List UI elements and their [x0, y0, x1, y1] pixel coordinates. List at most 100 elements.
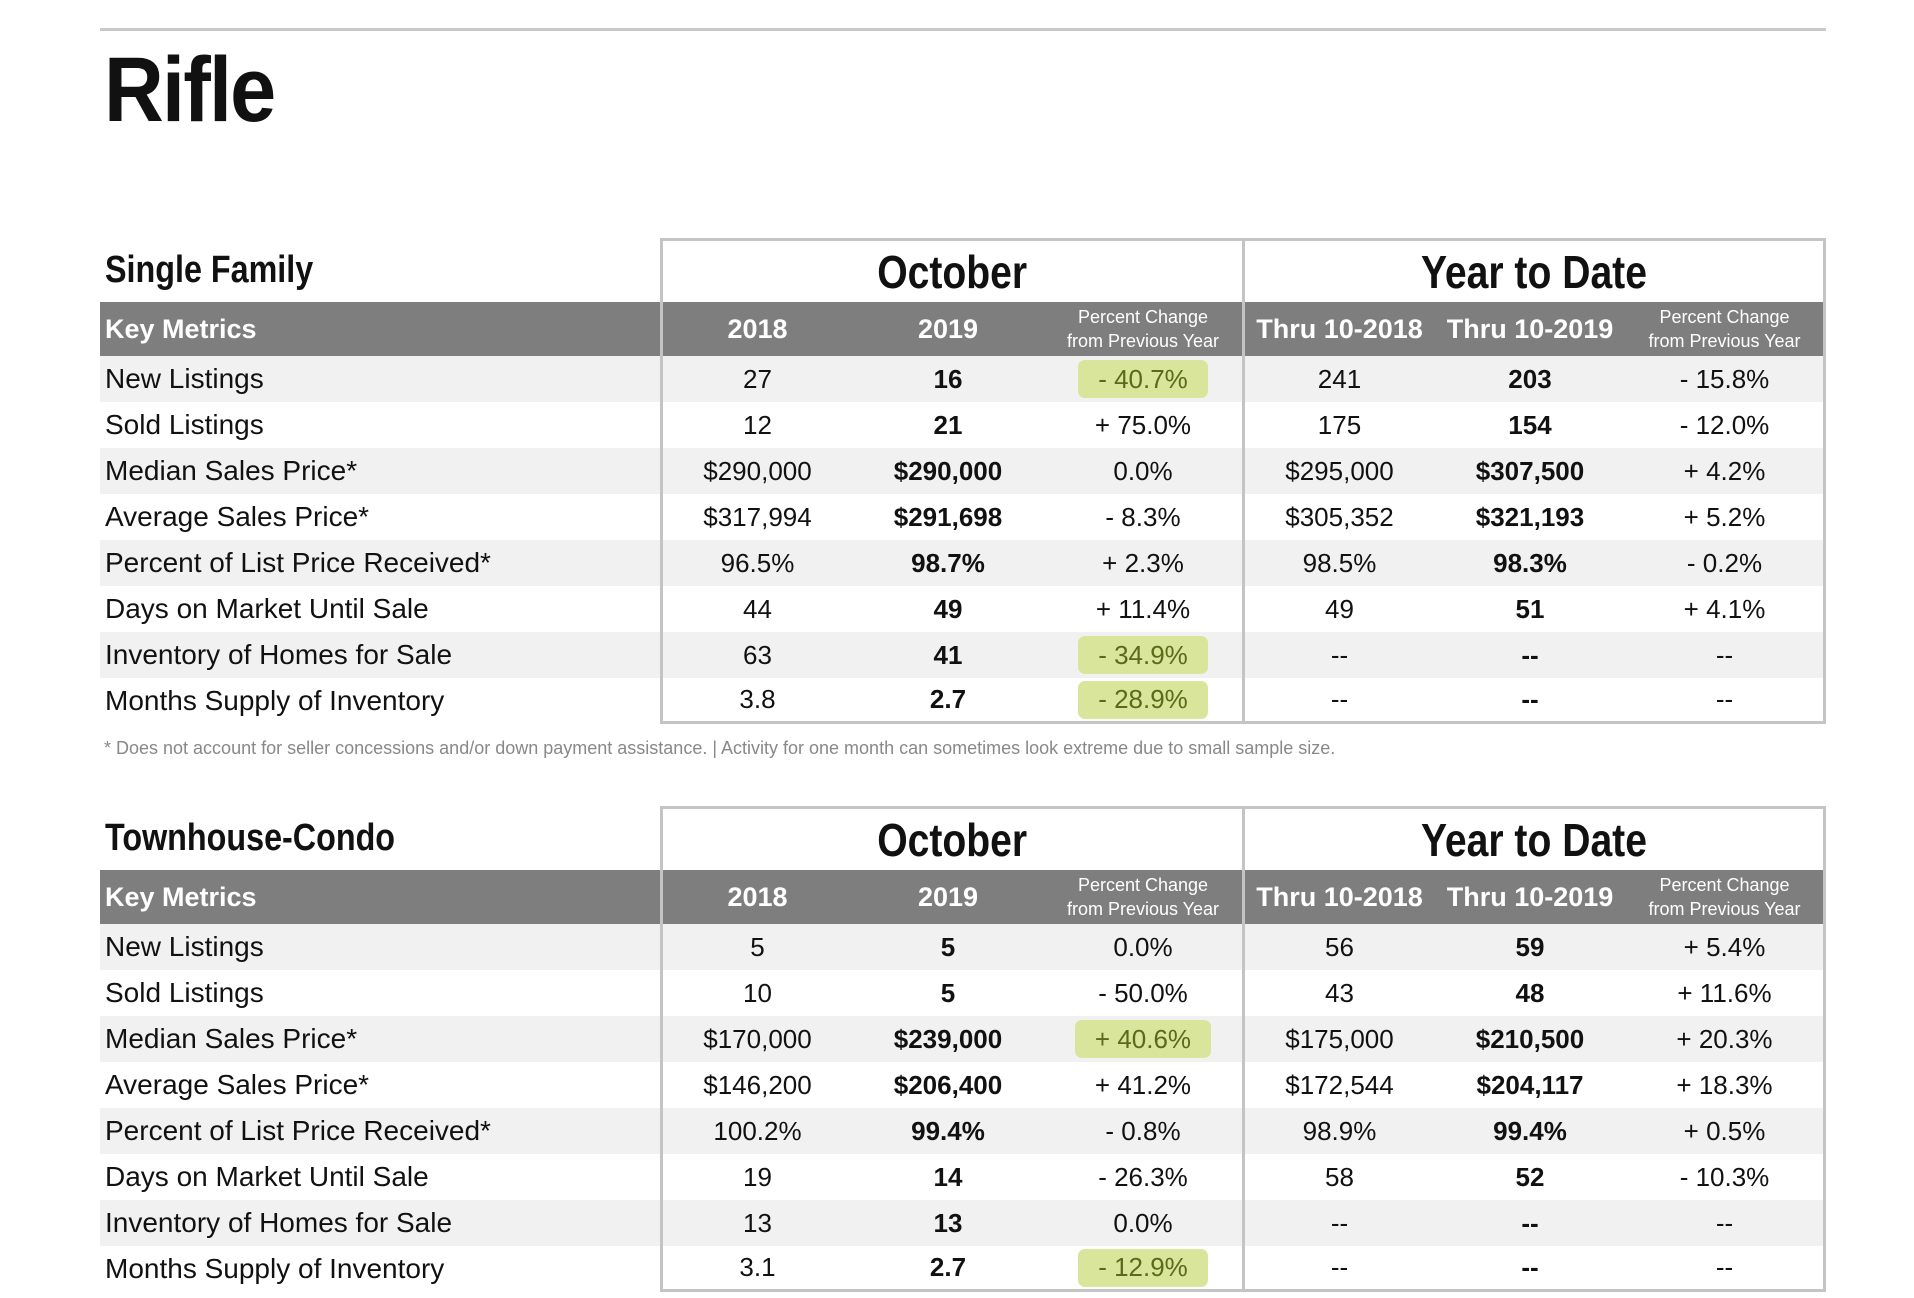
table-cell: 175 — [1242, 402, 1434, 448]
col-header-ytd-percent-change: Percent Change from Previous Year — [1626, 302, 1826, 356]
table-cell: 21 — [933, 409, 963, 440]
table-cell: 19 — [660, 1154, 852, 1200]
metric-label: Months Supply of Inventory — [105, 1253, 445, 1284]
highlighted-change: + 40.6% — [1074, 1020, 1212, 1058]
table-cell: -- — [1242, 1200, 1434, 1246]
table-cell: 2.7 — [852, 1246, 1044, 1292]
table-cell: - 15.8% — [1626, 356, 1826, 402]
single-family-section: Single Family October Year to Date Key M… — [100, 238, 1826, 724]
col-header-2018: 2018 — [660, 870, 852, 924]
metric-label: Median Sales Price* — [100, 448, 660, 494]
table-cell: - 0.8% — [1044, 1108, 1242, 1154]
metric-label: New Listings — [100, 924, 660, 970]
table-cell: 0.0% — [1044, 448, 1242, 494]
table-cell: -- — [1242, 678, 1434, 724]
table-cell: 58 — [1242, 1154, 1434, 1200]
metric-label: Percent of List Price Received* — [100, 1108, 660, 1154]
table-cell: 5 — [852, 924, 1044, 970]
table-cell: 99.4% — [1434, 1108, 1626, 1154]
table-cell: $175,000 — [1242, 1016, 1434, 1062]
section-title: Townhouse-Condo — [105, 816, 396, 859]
table-cell: 100.2% — [660, 1108, 852, 1154]
table-cell: 59 — [1434, 924, 1626, 970]
table-cell: 49 — [1242, 586, 1434, 632]
metric-label: Days on Market Until Sale — [105, 593, 429, 624]
table-cell: 14 — [933, 1161, 963, 1192]
table-cell: $239,000 — [852, 1016, 1044, 1062]
table-cell: -- — [1626, 678, 1826, 724]
table-cell: - 12.0% — [1626, 402, 1826, 448]
table-cell: + 11.4% — [1095, 593, 1191, 624]
table-cell: 12 — [660, 402, 852, 448]
table-cell: + 0.5% — [1626, 1108, 1826, 1154]
table-cell: 241 — [1242, 356, 1434, 402]
table-cell: $172,544 — [1242, 1062, 1434, 1108]
table-cell: - 40.7% — [1044, 356, 1242, 402]
table-cell: $305,352 — [1242, 494, 1434, 540]
table-cell: + 4.1% — [1626, 586, 1826, 632]
col-header-percent-change: Percent Change from Previous Year — [1044, 302, 1242, 356]
table-cell: -- — [1626, 1246, 1826, 1292]
col-header-ytd-percent-change: Percent Change from Previous Year — [1626, 870, 1826, 924]
highlighted-change: - 40.7% — [1078, 360, 1208, 398]
table-cell: 49 — [933, 593, 963, 624]
metric-label: Inventory of Homes for Sale — [100, 632, 660, 678]
table-cell: -- — [1434, 632, 1626, 678]
table-cell: 51 — [1515, 593, 1545, 624]
table-cell: $307,500 — [1434, 448, 1626, 494]
table-cell: $146,200 — [660, 1062, 852, 1108]
table-cell: 52 — [1515, 1161, 1545, 1192]
group-header-ytd: Year to Date — [1242, 806, 1826, 870]
col-header-percent-change: Percent Change from Previous Year — [1044, 870, 1242, 924]
table-cell: 13 — [852, 1200, 1044, 1246]
table-cell: 96.5% — [660, 540, 852, 586]
metric-label: Average Sales Price* — [105, 501, 370, 532]
table-cell: -- — [1626, 632, 1826, 678]
table-cell: - 12.9% — [1044, 1246, 1242, 1292]
table-cell: + 18.3% — [1626, 1062, 1826, 1108]
table-cell: $204,117 — [1476, 1069, 1584, 1100]
table-cell: 99.4% — [852, 1108, 1044, 1154]
group-header-october: October — [660, 806, 1242, 870]
table-cell: - 26.3% — [1098, 1161, 1188, 1192]
table-cell: - 50.0% — [1098, 977, 1188, 1008]
group-header-ytd: Year to Date — [1242, 238, 1826, 302]
footnote: * Does not account for seller concession… — [104, 738, 1336, 758]
metric-label: Inventory of Homes for Sale — [100, 1200, 660, 1246]
table-cell: + 5.2% — [1626, 494, 1826, 540]
metric-label: Months Supply of Inventory — [105, 685, 445, 716]
table-cell: $210,500 — [1434, 1016, 1626, 1062]
table-cell: 63 — [660, 632, 852, 678]
table-cell: + 4.2% — [1626, 448, 1826, 494]
townhouse-condo-table: Townhouse-Condo October Year to Date Key… — [100, 806, 1826, 1292]
table-cell: 3.8 — [660, 678, 852, 724]
metric-label: Percent of List Price Received* — [100, 540, 660, 586]
table-cell: -- — [1242, 1246, 1434, 1292]
page-title: Rifle — [104, 39, 276, 141]
table-cell: $317,994 — [660, 494, 852, 540]
highlighted-change: - 34.9% — [1078, 636, 1208, 674]
col-header-ytd-2019: Thru 10-2019 — [1434, 302, 1626, 356]
table-cell: 48 — [1515, 977, 1545, 1008]
table-cell: 0.0% — [1044, 924, 1242, 970]
table-cell: 5 — [940, 977, 956, 1008]
col-header-ytd-2018: Thru 10-2018 — [1242, 302, 1434, 356]
table-cell: 44 — [660, 586, 852, 632]
table-cell: -- — [1626, 1200, 1826, 1246]
table-cell: -- — [1242, 632, 1434, 678]
highlighted-change: - 28.9% — [1078, 680, 1208, 719]
table-cell: 56 — [1242, 924, 1434, 970]
metric-label: Median Sales Price* — [100, 1016, 660, 1062]
table-cell: 13 — [660, 1200, 852, 1246]
metric-label: Sold Listings — [105, 409, 264, 440]
single-family-table: Single Family October Year to Date Key M… — [100, 238, 1826, 724]
table-cell: 203 — [1434, 356, 1626, 402]
table-cell: + 11.6% — [1626, 970, 1826, 1016]
table-cell: + 20.3% — [1626, 1016, 1826, 1062]
table-cell: $170,000 — [660, 1016, 852, 1062]
col-header-ytd-2018: Thru 10-2018 — [1242, 870, 1434, 924]
table-cell: + 5.4% — [1626, 924, 1826, 970]
col-header-2019: 2019 — [852, 870, 1044, 924]
table-cell: - 8.3% — [1105, 501, 1181, 532]
townhouse-condo-section: Townhouse-Condo October Year to Date Key… — [100, 806, 1826, 1292]
